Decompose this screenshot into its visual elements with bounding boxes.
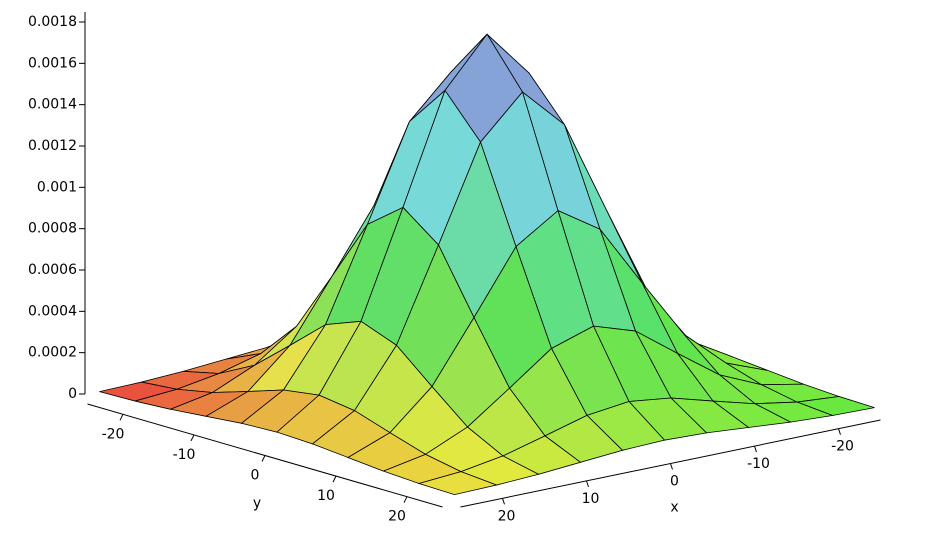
surface-cell: [417, 471, 498, 496]
y-axis-label: y: [253, 496, 261, 512]
y-tick-label: 10: [317, 488, 335, 504]
x-tick-label: -10: [747, 456, 770, 472]
x-tick: [838, 428, 841, 435]
y-tick-label: -10: [173, 447, 196, 463]
y-tick: [119, 414, 124, 421]
x-tick: [754, 445, 757, 453]
z-tick-label: 0.0006: [28, 262, 77, 278]
z-tick-label: 0.0018: [28, 14, 77, 30]
x-tick-label: 20: [498, 508, 516, 524]
z-tick-label: 0.0002: [28, 345, 77, 361]
z-tick-label: 0.0014: [28, 97, 77, 113]
z-tick-label: 0.0012: [28, 138, 77, 154]
z-tick-label: 0.001: [37, 179, 77, 195]
z-tick-label: 0.0004: [28, 303, 77, 319]
y-tick-label: 20: [388, 509, 406, 525]
y-tick-label: 0: [251, 468, 260, 484]
x-tick: [670, 463, 673, 470]
y-tick: [332, 475, 337, 483]
x-tick-label: 10: [582, 491, 600, 507]
y-tick: [261, 455, 266, 462]
y-tick: [403, 496, 408, 503]
x-tick-label: -20: [831, 439, 854, 455]
y-tick-label: -20: [102, 426, 125, 442]
z-tick-label: 0.0016: [28, 55, 77, 71]
x-tick: [502, 498, 505, 505]
z-tick-label: 0: [68, 386, 77, 402]
z-tick-label: 0.0008: [28, 221, 77, 237]
y-tick: [190, 434, 195, 442]
x-tick: [586, 480, 589, 488]
surface: [99, 33, 875, 496]
x-axis-label: x: [670, 500, 678, 516]
x-tick-label: 0: [670, 474, 679, 490]
